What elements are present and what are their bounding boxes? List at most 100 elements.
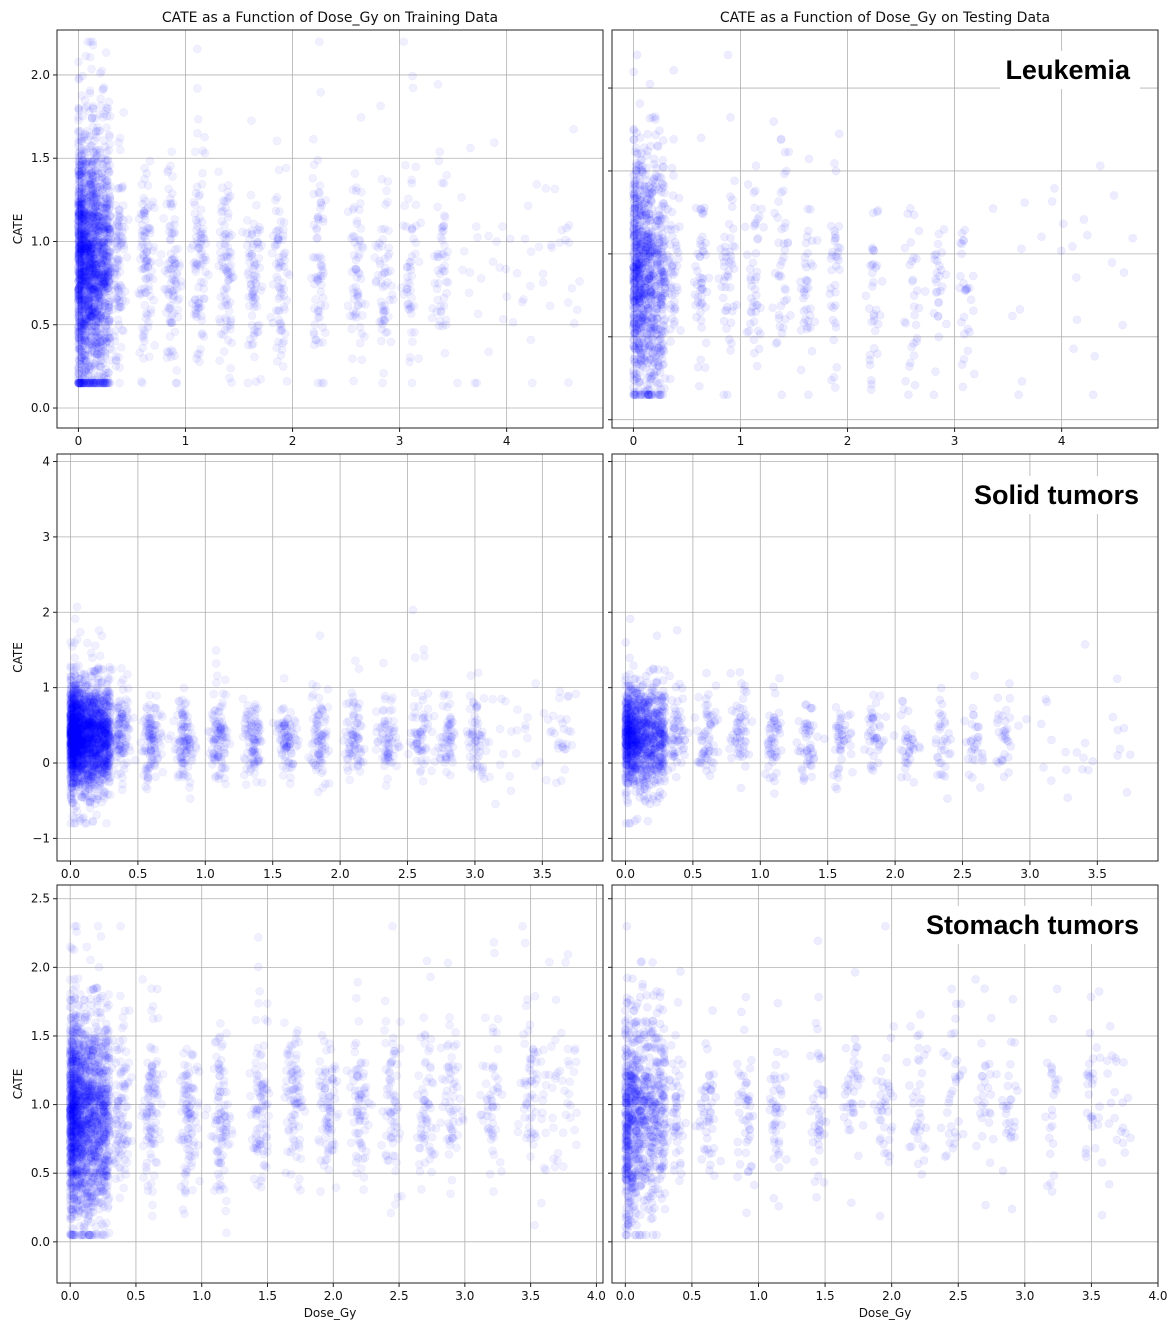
data-point	[94, 317, 104, 327]
data-point	[82, 262, 91, 272]
data-point	[76, 248, 85, 258]
data-point	[201, 239, 211, 248]
data-point	[76, 168, 85, 178]
data-point	[106, 261, 115, 271]
data-point	[74, 322, 83, 332]
data-point	[80, 267, 90, 277]
data-point	[75, 295, 85, 304]
data-point	[105, 378, 115, 388]
data-point	[99, 377, 108, 386]
data-point	[800, 314, 810, 324]
data-point	[639, 221, 649, 230]
data-point	[93, 166, 103, 176]
data-point	[81, 244, 91, 254]
data-point	[1095, 161, 1105, 171]
data-point	[102, 215, 112, 225]
data-point	[85, 157, 95, 167]
x-tick-label: 4	[503, 434, 511, 448]
data-point	[538, 269, 548, 279]
group-annotation: Leukemia	[1005, 55, 1131, 85]
data-point	[86, 239, 95, 249]
data-point	[74, 369, 83, 378]
data-point	[79, 373, 88, 383]
data-point	[910, 380, 920, 390]
data-point	[911, 320, 921, 330]
data-point	[74, 364, 83, 374]
data-point	[83, 290, 93, 300]
data-point	[81, 282, 91, 291]
data-point	[84, 307, 93, 317]
data-point	[102, 222, 112, 231]
data-point	[77, 200, 86, 209]
data-point	[89, 378, 99, 388]
data-point	[224, 193, 233, 203]
data-point	[1037, 232, 1046, 242]
data-point	[353, 300, 363, 310]
data-point	[74, 245, 84, 255]
data-point	[80, 336, 90, 346]
data-point	[84, 259, 93, 269]
data-point	[79, 189, 89, 198]
data-point	[1014, 390, 1024, 400]
data-point	[774, 197, 783, 206]
data-point	[75, 270, 85, 280]
data-point	[75, 238, 85, 248]
data-point	[280, 248, 290, 257]
data-point	[76, 345, 85, 354]
data-point	[801, 284, 811, 293]
data-point	[104, 286, 114, 296]
data-point	[78, 323, 88, 333]
data-point	[405, 305, 415, 314]
data-point	[85, 289, 95, 299]
data-point	[74, 326, 83, 336]
data-point	[86, 256, 96, 266]
data-point	[74, 255, 84, 264]
data-point	[74, 168, 84, 177]
data-point	[76, 244, 86, 254]
data-point	[74, 354, 84, 363]
data-point	[90, 307, 100, 317]
data-point	[74, 378, 83, 388]
data-point	[97, 66, 107, 76]
data-point	[93, 201, 103, 211]
data-point	[84, 378, 94, 388]
data-point	[100, 288, 110, 298]
data-point	[80, 95, 90, 105]
data-point	[316, 88, 326, 97]
data-point	[88, 219, 98, 229]
data-point	[88, 312, 98, 321]
data-point	[774, 314, 784, 323]
data-point	[96, 287, 106, 297]
data-point	[104, 246, 113, 256]
data-point	[101, 282, 110, 291]
data-point	[751, 186, 760, 196]
data-point	[77, 319, 87, 329]
data-point	[1128, 233, 1138, 243]
data-point	[99, 164, 108, 173]
data-point	[80, 265, 90, 275]
data-point	[411, 238, 421, 248]
data-point	[91, 249, 100, 259]
data-point	[80, 351, 90, 360]
data-point	[95, 276, 105, 286]
data-point	[110, 332, 119, 341]
data-point	[92, 349, 101, 359]
data-point	[75, 202, 85, 212]
data-point	[772, 337, 782, 347]
data-point	[102, 268, 112, 278]
data-point	[84, 278, 94, 287]
data-point	[104, 204, 114, 214]
data-point	[74, 126, 84, 136]
data-point	[95, 378, 105, 388]
data-point	[104, 260, 114, 270]
data-point	[80, 208, 90, 217]
data-point	[104, 276, 114, 286]
data-point	[75, 230, 85, 239]
data-point	[145, 273, 155, 282]
points-group	[74, 37, 584, 388]
data-point	[79, 246, 89, 256]
data-point	[104, 317, 114, 326]
data-point	[103, 268, 113, 278]
data-point	[77, 239, 86, 249]
data-point	[102, 111, 112, 121]
